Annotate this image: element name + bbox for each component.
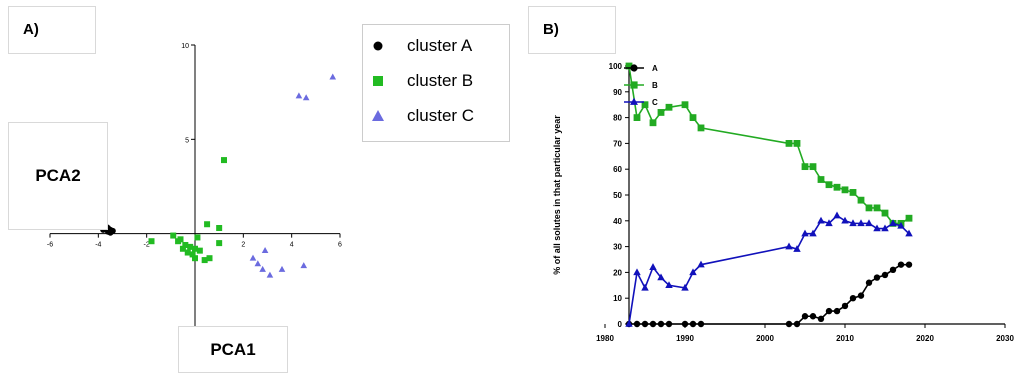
- pca-point: [266, 271, 274, 278]
- pca1-axis-title-box: PCA1: [178, 326, 288, 373]
- panel-b-label: B): [543, 21, 559, 38]
- circle-marker-icon: [371, 39, 385, 53]
- legend-item-cluster-a: cluster A: [371, 35, 472, 57]
- pca-point: [182, 241, 189, 248]
- pca-point: [259, 265, 266, 272]
- square-marker-icon: [371, 74, 385, 88]
- pca-x-tick-label: 2: [241, 242, 245, 249]
- legend-label-cluster-c: cluster C: [407, 106, 475, 125]
- pca-point: [187, 243, 194, 250]
- pca2-axis-title-box: PCA2: [8, 122, 108, 230]
- pca-point: [196, 247, 203, 254]
- cluster-legend: cluster A cluster B cluster C: [362, 24, 510, 142]
- pca-point: [192, 255, 198, 262]
- triangle-marker-icon: [371, 109, 385, 123]
- pca-point: [300, 262, 308, 269]
- pca-x-tick-label: -4: [95, 242, 101, 249]
- pca-x-tick-label: 6: [338, 242, 342, 249]
- panel-b-label-box: B): [528, 6, 616, 54]
- legend-label-cluster-a: cluster A: [407, 36, 473, 55]
- legend-item-cluster-b: cluster B: [371, 70, 473, 92]
- pca-point: [216, 225, 223, 232]
- pca2-axis-title: PCA2: [35, 166, 81, 185]
- pca-point: [194, 234, 201, 241]
- pca-x-tick-label: 4: [290, 242, 294, 249]
- pca-point: [221, 157, 227, 164]
- pca-y-tick-label: 10: [181, 43, 189, 50]
- panel-a-label: A): [23, 21, 39, 38]
- pca-point: [189, 251, 196, 258]
- pca-point: [204, 221, 211, 228]
- pca-point: [278, 265, 286, 272]
- pca-point: [109, 227, 116, 234]
- pca-point: [192, 245, 198, 252]
- pca-point: [170, 232, 177, 239]
- pca-point: [216, 240, 223, 247]
- pca-point: [175, 238, 182, 245]
- pca-point: [295, 92, 303, 99]
- pca-point: [329, 73, 337, 80]
- pca-point: [249, 254, 257, 261]
- panel-a-label-box: A): [8, 6, 96, 54]
- pca-point: [206, 255, 213, 262]
- legend-label-cluster-b: cluster B: [407, 71, 474, 90]
- pca-point: [254, 260, 262, 267]
- legend-item-cluster-c: cluster C: [371, 105, 474, 127]
- pca-point: [184, 249, 191, 256]
- pca-y-tick-label: 5: [185, 137, 189, 144]
- pca1-axis-title: PCA1: [210, 339, 256, 359]
- pca-point: [201, 257, 208, 264]
- pca-point: [261, 247, 269, 254]
- pca-x-tick-label: -6: [47, 242, 53, 249]
- pca-point: [302, 94, 310, 101]
- pca-x-tick-label: -2: [144, 242, 150, 249]
- pca-point: [179, 245, 186, 252]
- pca-point: [148, 238, 155, 245]
